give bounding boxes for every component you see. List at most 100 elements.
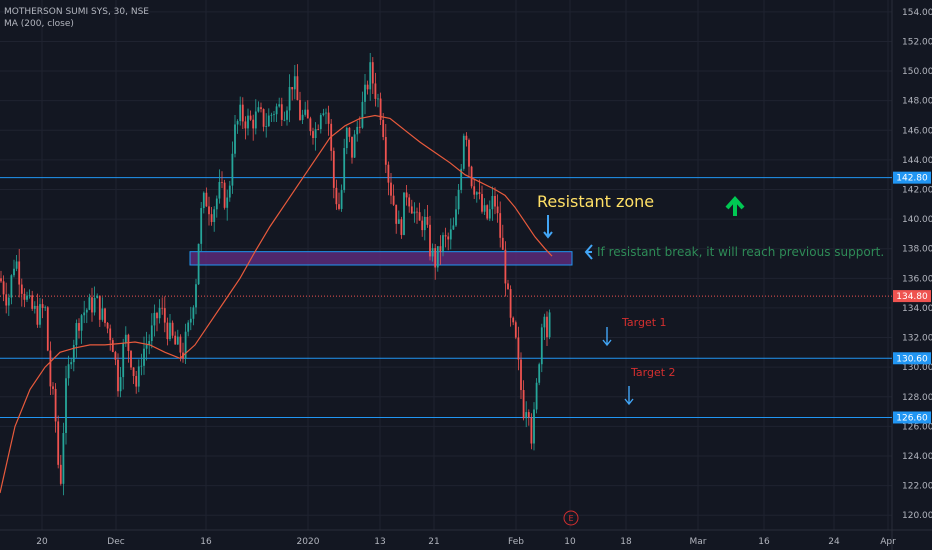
candle-body <box>197 243 200 285</box>
candle-body <box>70 362 73 365</box>
level-label: 142.80 <box>896 174 928 184</box>
candle-body <box>442 235 444 252</box>
candle-body <box>254 111 257 129</box>
candle-body <box>418 212 421 221</box>
x-tick-label: 16 <box>758 537 770 547</box>
candle-body <box>5 294 8 306</box>
candle-body <box>364 84 366 102</box>
candle-body <box>504 249 507 284</box>
target-1-label: Target 1 <box>621 316 667 329</box>
candle-body <box>36 305 39 325</box>
candle-body <box>239 104 242 122</box>
candle-body <box>397 219 400 224</box>
candle-body <box>2 281 5 295</box>
candle-body <box>366 84 369 90</box>
y-tick-label: 152.00 <box>902 37 932 47</box>
candle-body <box>46 307 49 351</box>
candle-body <box>527 412 530 418</box>
candle-body <box>530 417 533 444</box>
y-tick-label: 124.00 <box>902 452 932 462</box>
indicator-label: MA (200, close) <box>4 19 74 29</box>
level-label-bg <box>893 411 931 424</box>
candle-body <box>145 344 148 349</box>
candle-body <box>293 76 296 90</box>
candle-body <box>270 114 273 116</box>
candle-body <box>49 350 52 387</box>
candle-body <box>379 98 382 120</box>
candle-body <box>546 316 548 338</box>
candle-body <box>517 337 520 360</box>
candle-body <box>179 336 182 353</box>
candle-body <box>312 131 314 139</box>
candle-body <box>106 322 109 329</box>
candle-body <box>218 181 221 199</box>
candle-body <box>114 352 117 360</box>
candle-body <box>20 284 23 294</box>
candle-body <box>135 376 138 387</box>
candle-body <box>57 421 60 465</box>
candle-body <box>202 192 205 209</box>
candle-body <box>163 308 166 323</box>
candle-body <box>137 366 140 387</box>
candle-body <box>408 197 411 207</box>
x-tick-label: Dec <box>107 537 124 547</box>
candle-body <box>85 309 88 313</box>
candle-body <box>132 367 135 377</box>
candle-body <box>215 198 218 210</box>
candle-body <box>153 312 156 326</box>
candle-body <box>278 104 281 107</box>
candle-body <box>176 336 179 345</box>
candle-body <box>262 109 265 127</box>
candle-body <box>119 377 122 392</box>
candle-body <box>540 327 543 365</box>
candle-body <box>80 315 83 331</box>
candle-body <box>249 115 252 120</box>
candle-body <box>501 237 504 250</box>
candle-body <box>488 209 491 219</box>
candle-body <box>447 236 450 240</box>
candle-body <box>416 211 418 213</box>
candle-body <box>148 341 151 345</box>
candle-body <box>223 182 226 208</box>
candle-body <box>10 275 13 298</box>
candle-body <box>72 345 75 363</box>
candle-body <box>439 246 442 252</box>
candle-body <box>296 76 299 101</box>
candle-body <box>286 110 288 120</box>
candle-body <box>210 214 213 223</box>
candle-body <box>52 386 54 389</box>
candle-body <box>496 206 499 214</box>
candle-body <box>111 340 114 353</box>
price-label-bg <box>893 290 931 303</box>
x-tick-label: 21 <box>428 537 439 547</box>
candle-body <box>280 104 283 120</box>
candle-body <box>28 295 31 297</box>
candle-body <box>62 432 65 484</box>
candle-body <box>387 164 390 183</box>
y-tick-label: 136.00 <box>902 274 932 284</box>
current-price-label: 134.80 <box>896 292 928 302</box>
y-tick-label: 126.00 <box>902 422 932 432</box>
y-tick-label: 150.00 <box>902 67 932 77</box>
candle-body <box>187 322 190 332</box>
candle-body <box>13 268 15 276</box>
candle-body <box>483 205 486 212</box>
y-tick-label: 122.00 <box>902 482 932 492</box>
level-label: 130.60 <box>896 354 928 364</box>
candle-body <box>140 365 143 367</box>
candle-body <box>499 213 502 238</box>
arrow-head <box>602 339 612 347</box>
candle-body <box>67 364 70 379</box>
candle-body <box>208 206 210 215</box>
arrow-head <box>543 231 553 239</box>
candle-body <box>54 388 57 422</box>
candle-body <box>304 109 307 115</box>
breakout-annotation: If resistant break, it will reach previo… <box>597 245 884 259</box>
candle-body <box>98 295 101 320</box>
candle-body <box>7 297 10 306</box>
candle-body <box>267 115 270 127</box>
x-tick-label: Mar <box>690 537 707 547</box>
event-circle <box>563 510 579 526</box>
